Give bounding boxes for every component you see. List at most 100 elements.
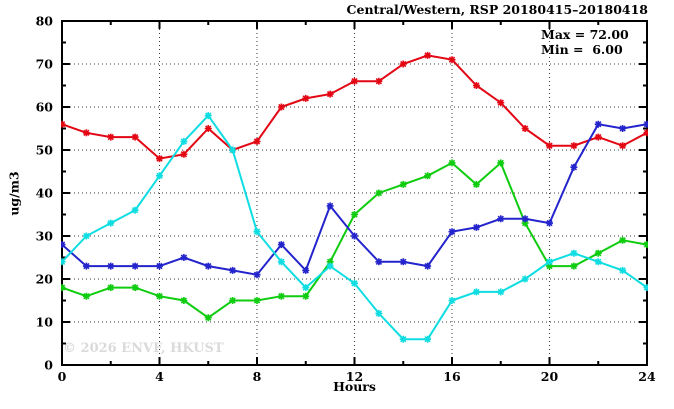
x-tick-label: 16 bbox=[443, 369, 461, 384]
series-red-marker bbox=[472, 82, 480, 89]
series-blue-marker bbox=[521, 215, 529, 223]
series-cyan-marker bbox=[107, 219, 115, 227]
y-tick-label: 10 bbox=[36, 315, 54, 330]
series-green-marker bbox=[204, 314, 212, 322]
maxmin-annotation: Max = 72.00 Min = 6.00 bbox=[541, 27, 629, 57]
series-cyan-marker bbox=[253, 228, 261, 236]
series-green-marker bbox=[61, 284, 66, 292]
series-blue-marker bbox=[229, 266, 237, 274]
series-green-marker bbox=[277, 292, 285, 300]
series-cyan-group bbox=[61, 112, 648, 343]
series-cyan-marker bbox=[229, 146, 237, 154]
series-red-marker bbox=[131, 133, 139, 141]
series-red-marker bbox=[204, 125, 212, 132]
series-cyan-marker bbox=[399, 335, 407, 343]
series-green-marker bbox=[424, 172, 432, 180]
series-cyan-marker bbox=[643, 284, 648, 292]
series-blue-marker bbox=[570, 163, 578, 171]
series-green-marker bbox=[399, 180, 407, 188]
series-green-marker bbox=[82, 292, 90, 300]
series-red-marker bbox=[156, 155, 163, 163]
series-green-marker bbox=[351, 211, 358, 218]
series-blue-marker bbox=[156, 262, 163, 270]
series-red-marker bbox=[424, 51, 432, 59]
series-green-marker bbox=[521, 219, 529, 227]
series-red-marker bbox=[180, 150, 188, 158]
series-blue-marker bbox=[326, 202, 334, 210]
series-blue-line bbox=[61, 123, 648, 276]
series-red-marker bbox=[351, 77, 358, 85]
series-blue-marker bbox=[61, 241, 66, 249]
series-blue-marker bbox=[302, 266, 310, 274]
x-tick-label: 24 bbox=[638, 369, 656, 384]
series-green-marker bbox=[229, 297, 237, 304]
series-red-marker bbox=[643, 129, 648, 137]
series-green-marker bbox=[107, 284, 115, 292]
series-blue-marker bbox=[643, 120, 648, 128]
y-tick-label: 50 bbox=[36, 143, 54, 158]
series-blue-marker bbox=[497, 215, 505, 223]
x-tick-label: 0 bbox=[58, 369, 67, 384]
series-red-marker bbox=[82, 129, 90, 137]
series-green-marker bbox=[131, 284, 139, 292]
series-blue-marker bbox=[424, 262, 432, 270]
max-label: Max = 72.00 bbox=[541, 27, 629, 42]
series-red-marker bbox=[326, 90, 334, 98]
series-green-marker bbox=[497, 159, 505, 167]
series-blue-marker bbox=[399, 258, 407, 266]
series-green-line bbox=[61, 161, 648, 319]
y-tick-label: 30 bbox=[36, 229, 54, 244]
y-tick-label: 20 bbox=[36, 272, 54, 287]
series-blue-group bbox=[61, 120, 648, 279]
series-red-marker bbox=[521, 125, 529, 132]
series-cyan-marker bbox=[61, 258, 66, 266]
series-cyan-marker bbox=[131, 206, 139, 214]
series-red-marker bbox=[594, 133, 602, 141]
series-cyan-marker bbox=[424, 335, 432, 343]
x-axis-label: Hours bbox=[333, 379, 376, 394]
series-cyan-marker bbox=[302, 284, 310, 292]
series-green-marker bbox=[448, 159, 456, 167]
series-cyan-marker bbox=[448, 297, 456, 304]
y-tick-label: 60 bbox=[36, 100, 54, 115]
y-axis-label: ug/m3 bbox=[6, 171, 22, 216]
series-blue-marker bbox=[472, 223, 480, 231]
series-blue-marker bbox=[253, 271, 261, 279]
series-cyan-marker bbox=[521, 275, 529, 283]
x-tick-label: 8 bbox=[253, 369, 262, 384]
series-blue-marker bbox=[82, 262, 90, 270]
y-tick-label: 80 bbox=[36, 14, 54, 29]
series-cyan-marker bbox=[204, 112, 212, 120]
series-red-marker bbox=[399, 60, 407, 68]
series-cyan-marker bbox=[594, 258, 602, 266]
series-blue-marker bbox=[448, 228, 456, 236]
series-red-marker bbox=[107, 133, 115, 141]
series-blue-marker bbox=[375, 258, 383, 266]
series-green-marker bbox=[156, 292, 163, 300]
series-green-marker bbox=[253, 297, 261, 304]
series-cyan-marker bbox=[472, 288, 480, 296]
series-cyan-marker bbox=[180, 137, 188, 145]
series-blue-marker bbox=[594, 120, 602, 128]
series-red-marker bbox=[448, 56, 456, 64]
series-green-marker bbox=[375, 189, 383, 197]
plot-border bbox=[61, 20, 648, 366]
series-cyan-marker bbox=[546, 258, 553, 266]
series-green-group bbox=[61, 159, 648, 322]
series-green-marker bbox=[594, 249, 602, 257]
series-cyan-marker bbox=[375, 309, 383, 317]
watermark: © 2026 ENVF, HKUST bbox=[63, 341, 224, 356]
series-blue-marker bbox=[180, 254, 188, 261]
series-blue-marker bbox=[546, 219, 553, 227]
series-blue-marker bbox=[107, 262, 115, 270]
series-red-marker bbox=[619, 142, 627, 150]
series-cyan-marker bbox=[351, 279, 358, 287]
series-green-marker bbox=[326, 258, 334, 266]
series-green-marker bbox=[643, 241, 648, 249]
series-cyan-marker bbox=[497, 288, 505, 296]
series-green-marker bbox=[302, 292, 310, 300]
series-green-marker bbox=[180, 297, 188, 304]
series-red-group bbox=[61, 51, 648, 163]
series-cyan-marker bbox=[326, 262, 334, 270]
